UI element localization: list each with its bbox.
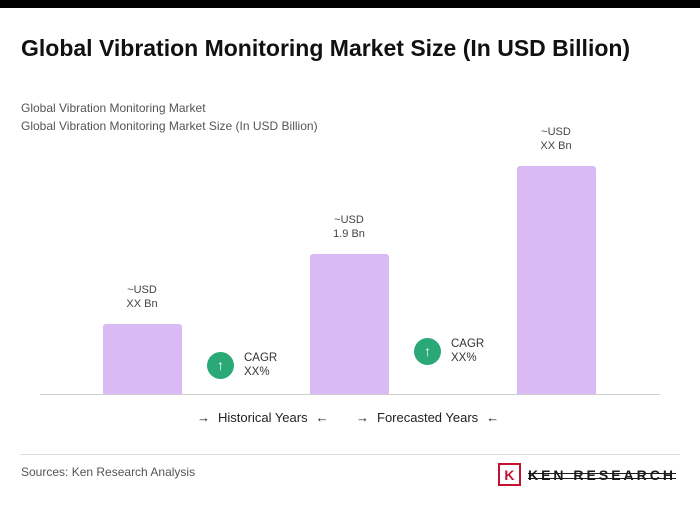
cagr-value: XX% [244, 366, 270, 378]
page-title: Global Vibration Monitoring Market Size … [21, 35, 631, 62]
logo-k-icon: K [497, 463, 521, 486]
cagr-label: CAGR XX% [451, 337, 484, 365]
chart-baseline [40, 394, 660, 395]
bar-label-line1: ~USD [127, 284, 157, 296]
left-arrow-icon: ← [486, 410, 500, 425]
cagr-marker-2: ↑ CAGR XX% [414, 337, 484, 365]
subtitle-line-1: Global Vibration Monitoring Market [21, 101, 206, 115]
right-arrow-icon: → [356, 410, 369, 425]
cagr-label: CAGR XX% [244, 351, 277, 379]
axis-annotation-label: Historical Years [218, 410, 308, 425]
axis-annotation-historical: → Historical Years ← [197, 410, 329, 425]
bar-label-line2: XX Bn [540, 140, 572, 152]
left-arrow-icon: ← [315, 410, 329, 425]
bar [309, 254, 389, 394]
axis-annotation-label: Forecasted Years [377, 410, 479, 425]
bar-group-base-year: ~USD 1.9 Bn [299, 213, 399, 394]
cagr-word: CAGR [244, 352, 278, 364]
arrow-up-icon: ↑ [414, 337, 441, 365]
cagr-value: XX% [451, 352, 477, 364]
bar-value-label: ~USD 1.9 Bn [333, 213, 365, 241]
bar-label-line2: XX Bn [126, 298, 158, 310]
cagr-marker-1: ↑ CAGR XX% [207, 351, 277, 379]
bar-label-line1: ~USD [541, 126, 571, 138]
bar [516, 166, 596, 394]
cagr-word: CAGR [451, 338, 485, 350]
subtitle-line-2: Global Vibration Monitoring Market Size … [21, 119, 318, 133]
sources-text: Sources: Ken Research Analysis [21, 465, 196, 479]
bar-label-line2: 1.9 Bn [333, 228, 365, 240]
bar-value-label: ~USD XX Bn [540, 125, 571, 153]
top-accent-bar [0, 0, 700, 8]
bar-group-historical: ~USD XX Bn [92, 283, 192, 394]
footer-divider [20, 454, 680, 455]
bar-label-line1: ~USD [334, 214, 364, 226]
logo-wordmark: KEN RESEARCH [527, 466, 677, 483]
bar-group-forecasted: ~USD XX Bn [506, 125, 606, 394]
axis-annotation-forecasted: → Forecasted Years ← [356, 410, 499, 425]
bar [102, 324, 182, 394]
arrow-up-icon: ↑ [207, 351, 234, 379]
right-arrow-icon: → [197, 410, 210, 425]
bar-value-label: ~USD XX Bn [126, 283, 157, 311]
ken-research-logo: K KEN RESEARCH [497, 463, 677, 486]
